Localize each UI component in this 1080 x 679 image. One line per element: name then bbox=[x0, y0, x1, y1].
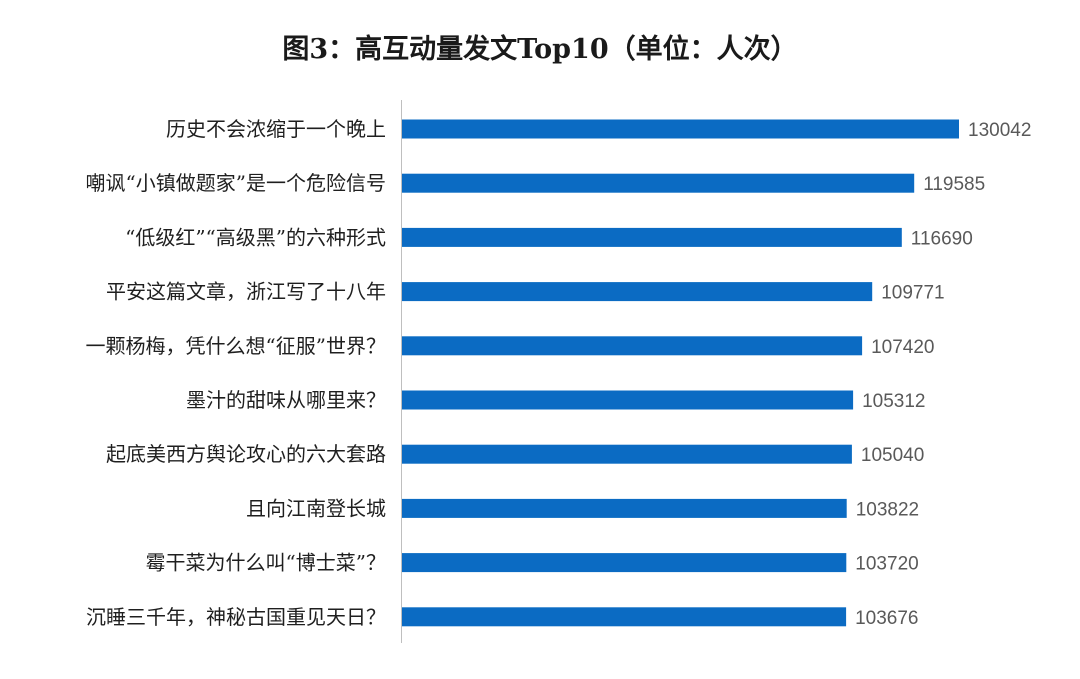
value-labels: 130042 119585 116690 109771 107420 105312 1050… bbox=[855, 120, 1031, 629]
chart-title: 图3：高互动量发文Top10（单位：人次） bbox=[282, 33, 797, 65]
value-label-1: 130042 bbox=[968, 120, 1031, 141]
bar-2 bbox=[402, 173, 915, 193]
bar-5 bbox=[402, 336, 863, 356]
bar-9 bbox=[402, 553, 847, 573]
category-label-1: 历史不会浓缩于一个晚上 bbox=[166, 117, 386, 141]
value-label-10: 103676 bbox=[855, 608, 918, 629]
value-label-2: 119585 bbox=[923, 174, 985, 195]
value-label-5: 107420 bbox=[871, 337, 934, 358]
category-label-3: “低级红”“高级黑”的六种形式 bbox=[125, 225, 386, 249]
bar-4 bbox=[402, 282, 873, 302]
category-label-4: 平安这篇文章，浙江写了十八年 bbox=[106, 280, 386, 304]
bar-6 bbox=[402, 390, 854, 410]
category-label-7: 起底美西方舆论攻心的六大套路 bbox=[106, 442, 386, 466]
category-label-8: 且向江南登长城 bbox=[246, 496, 386, 520]
value-label-9: 103720 bbox=[855, 554, 918, 575]
value-label-3: 116690 bbox=[911, 228, 973, 249]
category-label-2: 嘲讽“小镇做题家”是一个危险信号 bbox=[86, 171, 386, 195]
bar-group bbox=[402, 119, 959, 627]
category-label-6: 墨汁的甜味从哪里来？ bbox=[186, 388, 386, 412]
bar-8 bbox=[402, 498, 847, 518]
bar-7 bbox=[402, 444, 852, 464]
value-label-4: 109771 bbox=[881, 283, 944, 304]
category-label-5: 一颗杨梅，凭什么想“征服”世界？ bbox=[86, 334, 386, 358]
value-label-8: 103822 bbox=[856, 499, 919, 520]
value-label-7: 105040 bbox=[861, 445, 924, 466]
category-label-9: 霉干菜为什么叫“博士菜”？ bbox=[146, 551, 386, 575]
category-label-10: 沉睡三千年，神秘古国重见天日？ bbox=[86, 605, 386, 629]
bar-10 bbox=[402, 607, 847, 627]
value-label-6: 105312 bbox=[862, 391, 925, 412]
bar-3 bbox=[402, 227, 902, 247]
bar-1 bbox=[402, 119, 959, 139]
